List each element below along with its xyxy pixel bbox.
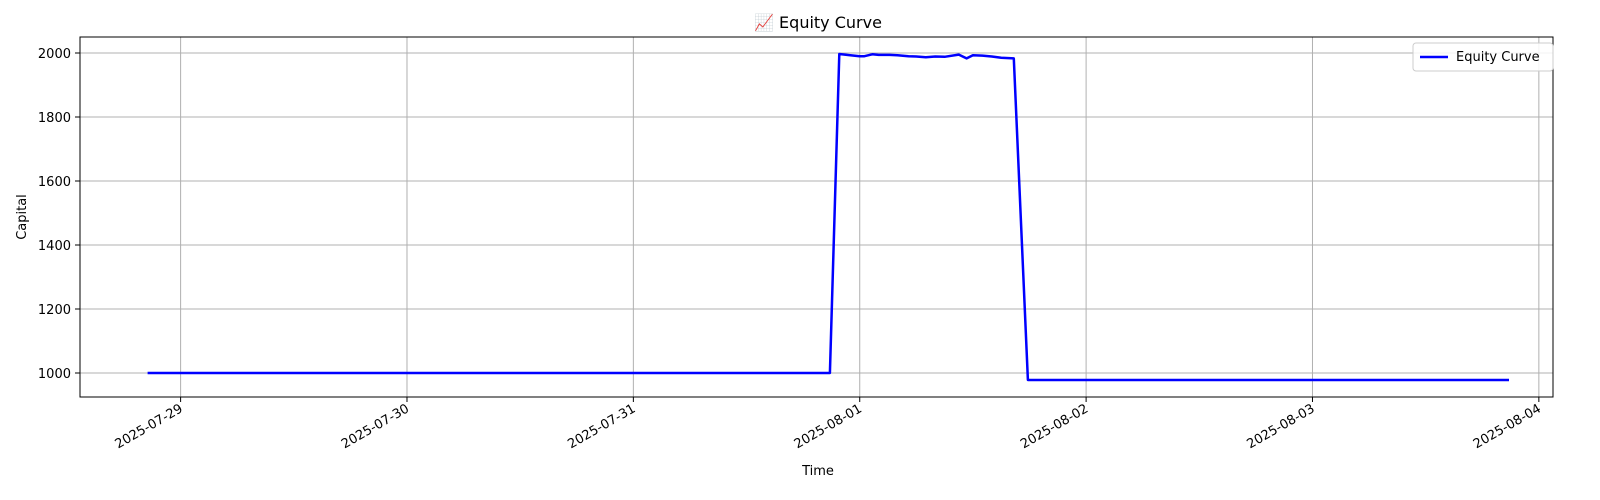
y-tick-label: 2000 (38, 47, 71, 62)
y-tick-label: 1800 (38, 111, 71, 126)
legend: Equity Curve (1412, 42, 1554, 72)
series-line-equity-curve (147, 52, 1509, 382)
y-tick-label: 1200 (38, 303, 71, 318)
y-tick-label: 1000 (38, 367, 71, 382)
series-layer (147, 52, 1509, 382)
plot-frame (79, 36, 1554, 398)
chart-title: 📈 Equity Curve (754, 13, 882, 32)
x-axis-title: Time (801, 464, 834, 479)
grid-lines (80, 37, 1553, 397)
y-tick-label: 1600 (38, 175, 71, 190)
legend-label: Equity Curve (1456, 50, 1540, 65)
y-axis-ticks: 1000 1200 1400 1600 1800 2000 (38, 47, 80, 382)
legend-box (1412, 42, 1554, 72)
y-tick-label: 1400 (38, 239, 71, 254)
y-axis-title: Capital (15, 194, 30, 240)
